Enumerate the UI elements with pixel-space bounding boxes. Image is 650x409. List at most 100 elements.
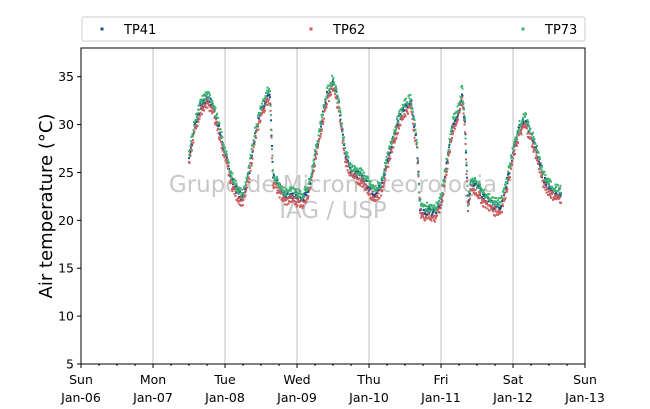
- data-point: [242, 204, 244, 207]
- data-point: [337, 97, 340, 100]
- data-point: [536, 158, 539, 161]
- data-point: [351, 173, 353, 176]
- data-point: [325, 97, 327, 100]
- data-point: [520, 122, 523, 125]
- data-point: [518, 132, 521, 135]
- data-point: [453, 123, 456, 126]
- data-point: [382, 173, 385, 176]
- legend-label-TP62: TP62: [332, 23, 365, 38]
- data-point: [226, 153, 228, 156]
- data-point: [269, 109, 272, 112]
- data-point: [243, 195, 245, 198]
- data-point: [272, 169, 274, 172]
- data-point: [357, 182, 359, 185]
- data-point: [557, 184, 559, 187]
- data-point: [469, 189, 472, 192]
- data-point: [543, 179, 545, 182]
- data-point: [194, 120, 196, 123]
- data-point: [411, 113, 414, 116]
- data-point: [369, 193, 371, 196]
- y-tick-label: 25: [58, 165, 74, 180]
- data-point: [546, 177, 548, 180]
- data-point: [426, 217, 429, 220]
- data-point: [438, 211, 441, 214]
- data-point: [269, 90, 271, 93]
- x-tick-day-label: Thu: [356, 372, 380, 387]
- data-point: [266, 89, 268, 92]
- data-point: [266, 98, 268, 101]
- data-point: [275, 180, 278, 183]
- data-point: [248, 178, 251, 181]
- data-point: [486, 195, 489, 198]
- data-point: [326, 92, 329, 95]
- data-point: [544, 178, 546, 181]
- data-point: [515, 142, 517, 145]
- data-point: [491, 205, 493, 208]
- data-point: [231, 176, 233, 179]
- data-point: [501, 211, 503, 214]
- data-point: [469, 197, 471, 200]
- data-point: [377, 188, 380, 191]
- data-point: [259, 120, 262, 123]
- data-point: [353, 168, 355, 171]
- data-point: [469, 181, 472, 184]
- data-point: [400, 117, 403, 120]
- data-point: [395, 137, 397, 140]
- data-point: [280, 192, 282, 195]
- data-point: [436, 207, 438, 210]
- data-point: [280, 185, 282, 188]
- data-point: [426, 213, 428, 216]
- data-point: [451, 125, 453, 128]
- data-point: [246, 186, 248, 189]
- data-point: [322, 120, 325, 123]
- data-point: [304, 185, 306, 188]
- x-tick-date-label: Jan-10: [348, 390, 389, 405]
- data-point: [476, 183, 478, 186]
- data-point: [239, 196, 242, 199]
- data-point: [254, 131, 257, 134]
- data-point: [475, 192, 477, 195]
- data-point: [522, 120, 525, 123]
- data-point: [314, 152, 317, 155]
- data-point: [551, 192, 553, 195]
- data-point: [434, 217, 437, 220]
- data-point: [260, 113, 263, 116]
- data-point: [255, 136, 257, 139]
- data-point: [410, 110, 413, 113]
- data-point: [271, 160, 274, 163]
- data-point: [410, 103, 413, 106]
- data-point: [271, 148, 273, 151]
- data-point: [279, 187, 282, 190]
- data-point: [303, 199, 305, 202]
- data-point: [304, 192, 307, 195]
- data-point: [278, 196, 281, 199]
- data-point: [306, 189, 308, 192]
- data-point: [356, 172, 359, 175]
- data-point: [488, 209, 491, 212]
- data-point: [500, 204, 503, 207]
- data-point: [338, 107, 341, 110]
- data-point: [309, 186, 312, 189]
- data-point: [223, 150, 226, 153]
- data-point: [560, 201, 562, 204]
- data-point: [305, 194, 308, 197]
- legend-label-TP41: TP41: [123, 23, 156, 38]
- data-point: [212, 103, 214, 106]
- data-point: [354, 176, 357, 179]
- data-point: [481, 188, 483, 191]
- data-point: [375, 189, 378, 192]
- data-point: [435, 216, 437, 219]
- data-point: [525, 113, 527, 116]
- data-point: [502, 205, 504, 208]
- data-point: [273, 186, 276, 189]
- data-point: [440, 203, 443, 206]
- data-point: [219, 134, 222, 137]
- data-point: [193, 130, 196, 133]
- data-point: [394, 140, 396, 143]
- data-point: [235, 185, 238, 188]
- data-point: [478, 184, 480, 187]
- data-point: [510, 154, 512, 157]
- data-point: [374, 185, 377, 188]
- data-point: [332, 76, 335, 79]
- x-tick-day-label: Wed: [283, 372, 310, 387]
